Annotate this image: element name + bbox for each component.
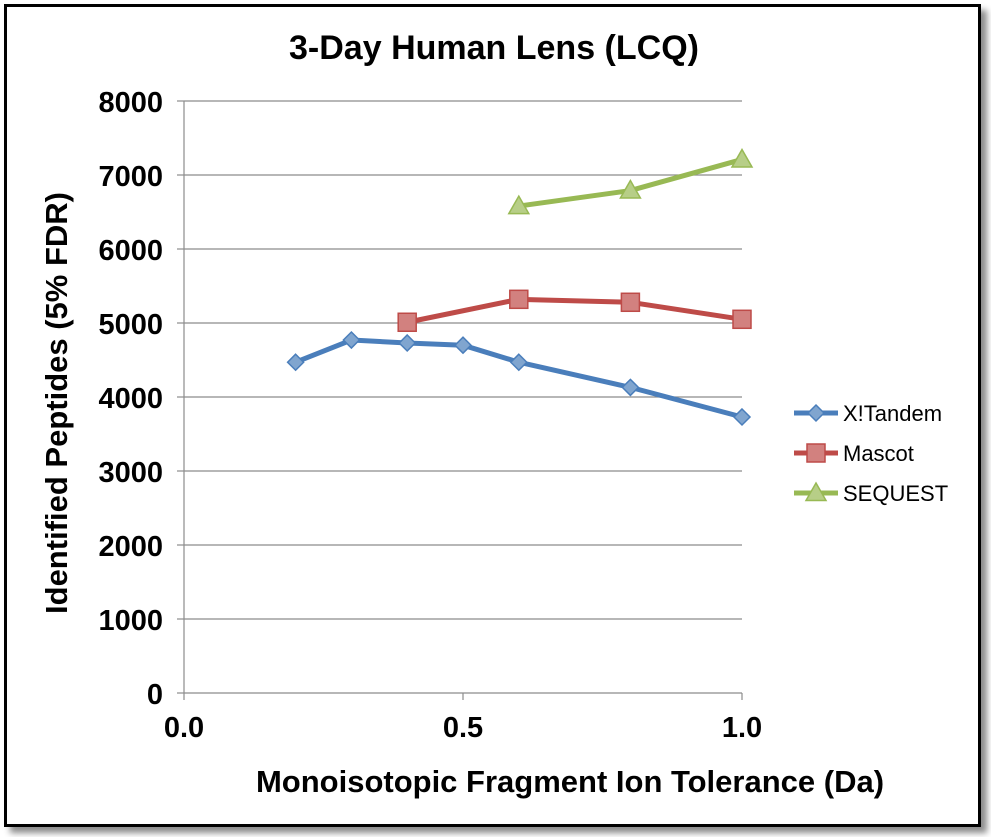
data-point-sequest (730, 147, 754, 168)
data-point-xtandem (732, 407, 752, 427)
series-line-xtandem (293, 337, 745, 420)
data-point-xtandem (509, 353, 528, 372)
data-point-mascot (509, 289, 529, 310)
grid-layer (184, 100, 742, 620)
legend-label-mascot: Mascot (843, 441, 914, 466)
legend-marker-sequest (804, 481, 828, 502)
data-point-xtandem (453, 336, 473, 355)
x-tick-label: 0.0 (164, 712, 204, 744)
series-layer (286, 147, 754, 427)
data-point-mascot (397, 312, 417, 333)
data-point-xtandem (286, 353, 305, 372)
y-tick-label: 2000 (98, 531, 163, 563)
series-line-mascot (404, 296, 745, 325)
x-tick-label: 1.0 (722, 712, 762, 744)
data-point-sequest (507, 194, 531, 215)
legend-marker-xtandem (806, 403, 826, 423)
legend: X!Tandem Mascot SEQUEST (794, 401, 948, 506)
data-point-mascot (620, 292, 641, 313)
chart-title: 3-Day Human Lens (LCQ) (289, 29, 699, 67)
y-axis-label: Identified Peptides (5% FDR) (39, 192, 74, 614)
chart-frame: 3-Day Human Lens (LCQ) Monoisotopic Frag… (4, 4, 981, 827)
data-point-xtandem (398, 333, 417, 353)
y-tick-label: 7000 (98, 161, 163, 193)
y-tick-label: 4000 (98, 383, 163, 415)
y-tick-label: 0 (147, 679, 163, 711)
y-tick-label: 5000 (98, 309, 163, 341)
y-tick-label: 8000 (98, 87, 163, 119)
y-tick-label: 1000 (98, 605, 163, 637)
x-axis-label: Monoisotopic Fragment Ion Tolerance (Da) (256, 764, 884, 799)
legend-marker-mascot (806, 443, 826, 463)
chart-svg: 3-Day Human Lens (LCQ) Monoisotopic Frag… (39, 29, 948, 799)
data-point-mascot (732, 309, 752, 330)
y-tick-label: 3000 (98, 457, 163, 489)
x-tick-label: 0.5 (443, 712, 483, 744)
data-point-xtandem (621, 378, 640, 397)
y-tick-label: 6000 (98, 235, 163, 267)
axes-layer: 0 1000 2000 3000 4000 5000 6000 7000 8000 0.0 0.5 1… (98, 87, 762, 744)
legend-label-sequest: SEQUEST (843, 481, 948, 506)
data-point-xtandem (342, 330, 361, 350)
legend-label-xtandem: X!Tandem (843, 401, 942, 426)
data-point-sequest (619, 179, 642, 199)
